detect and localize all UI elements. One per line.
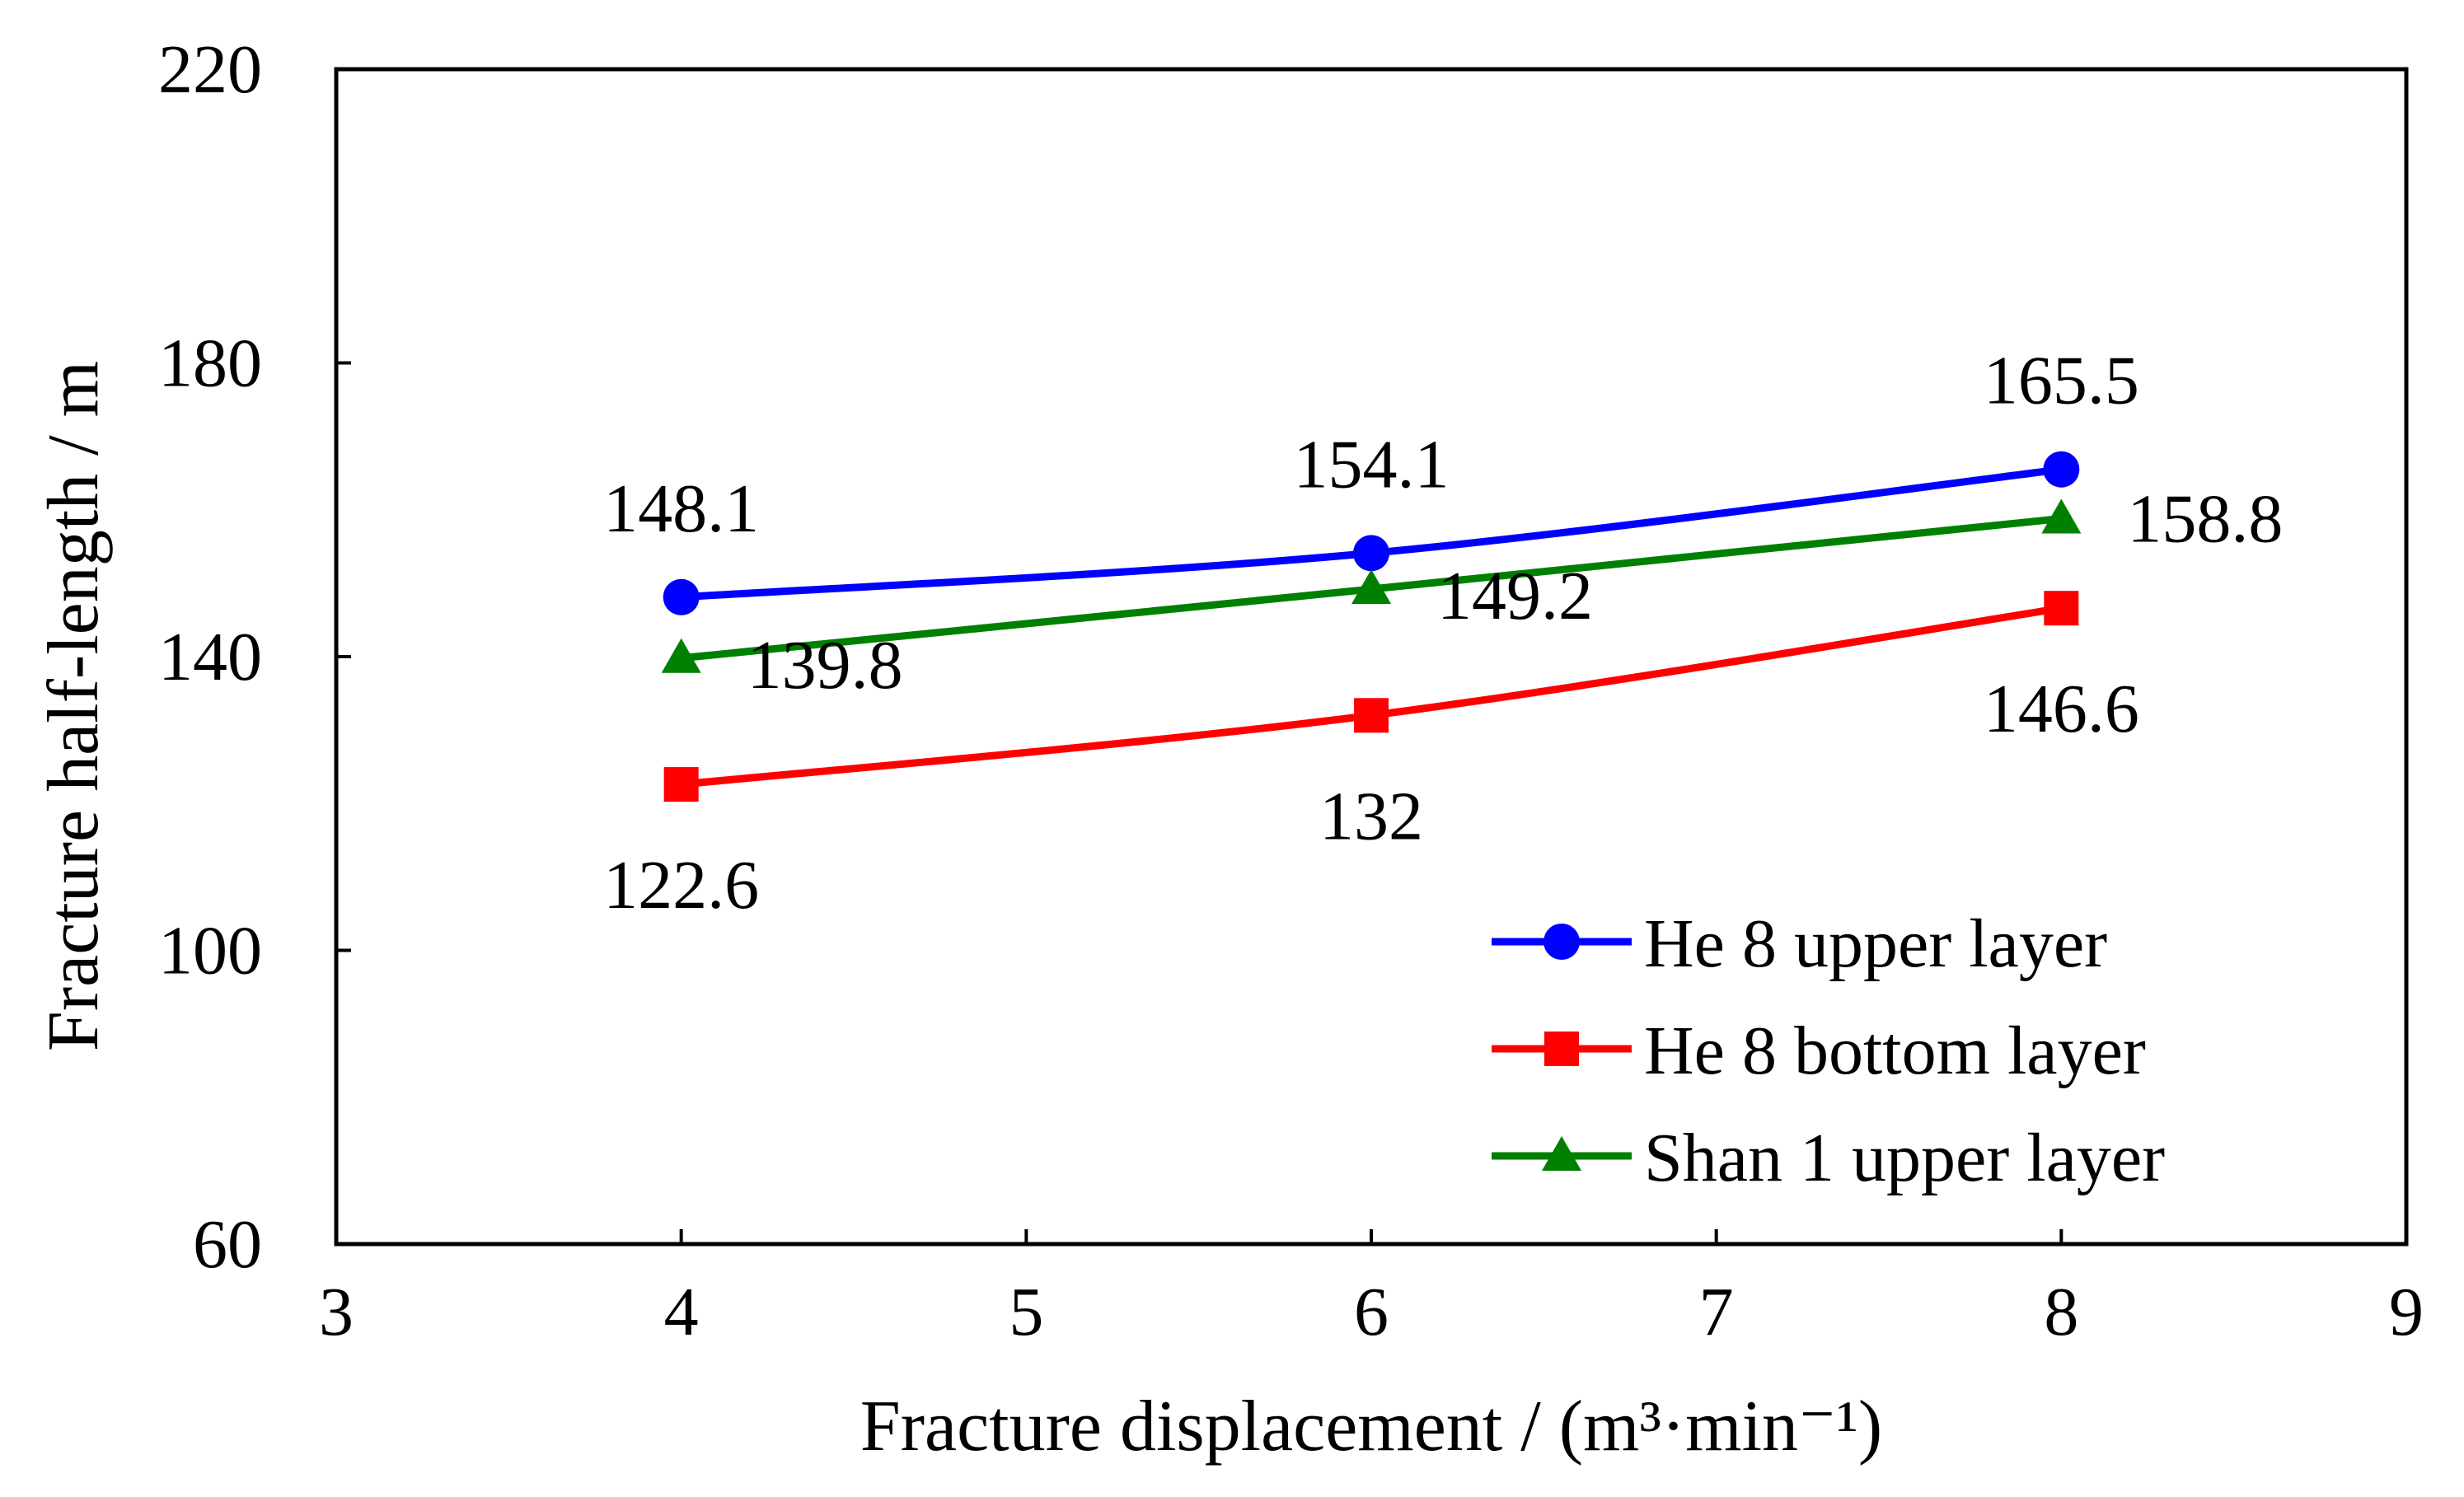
x-tick-label: 9 — [2389, 1274, 2424, 1350]
y-tick-label: 180 — [158, 325, 262, 402]
y-tick-label: 60 — [193, 1206, 262, 1283]
legend-entry-2: He 8 bottom layer — [1492, 1013, 2146, 1089]
x-tick-label: 4 — [664, 1274, 699, 1350]
legend-marker — [1544, 1032, 1579, 1066]
y-tick-label: 220 — [158, 31, 262, 108]
series-2-point — [2044, 591, 2079, 626]
series-3-point — [2041, 498, 2082, 534]
series-3-point — [1351, 569, 1391, 605]
x-tick-label: 3 — [319, 1274, 354, 1350]
legend-entry-3: Shan 1 upper layer — [1492, 1120, 2165, 1196]
series-1-point — [663, 578, 700, 615]
series-1-point — [1353, 535, 1389, 572]
data-label-series-3: 139.8 — [747, 627, 903, 704]
x-tick-label: 8 — [2044, 1274, 2078, 1350]
data-label-series-2: 122.6 — [603, 847, 759, 924]
x-tick-label: 6 — [1354, 1274, 1389, 1350]
x-tick-label: 5 — [1009, 1274, 1043, 1350]
series-2-point — [1354, 698, 1389, 733]
x-tick-label: 7 — [1699, 1274, 1734, 1350]
data-label-series-3: 149.2 — [1437, 558, 1593, 634]
series-2-point — [663, 767, 699, 802]
legend-marker — [1542, 1136, 1581, 1171]
legend-label: He 8 bottom layer — [1644, 1013, 2146, 1089]
data-label-series-1: 165.5 — [1984, 343, 2139, 419]
legend-label: Shan 1 upper layer — [1644, 1120, 2165, 1196]
y-axis-title: Fracture half-length / m — [34, 361, 114, 1051]
data-label-series-1: 148.1 — [603, 470, 759, 547]
series-1-point — [2043, 451, 2080, 488]
data-label-series-1: 154.1 — [1294, 426, 1450, 503]
data-label-series-2: 146.6 — [1984, 671, 2139, 747]
legend-marker — [1544, 924, 1580, 960]
legend-label: He 8 upper layer — [1644, 905, 2107, 982]
series-3-point — [661, 638, 701, 673]
legend-entry-1: He 8 upper layer — [1492, 905, 2107, 982]
data-label-series-2: 132 — [1319, 778, 1423, 854]
y-tick-label: 100 — [158, 913, 262, 989]
data-label-series-3: 158.8 — [2127, 480, 2283, 557]
x-axis-title: Fracture displacement / (m³·min⁻¹) — [860, 1387, 1882, 1467]
y-tick-label: 140 — [158, 619, 262, 695]
